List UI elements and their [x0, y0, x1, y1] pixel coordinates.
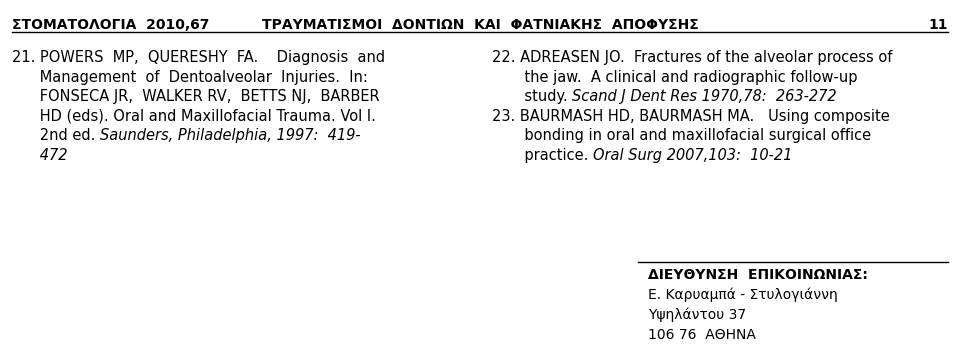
- Text: 472: 472: [12, 147, 67, 162]
- Text: FONSECA JR,  WALKER RV,  BETTS NJ,  BARBER: FONSECA JR, WALKER RV, BETTS NJ, BARBER: [12, 89, 379, 104]
- Text: bonding in oral and maxillofacial surgical office: bonding in oral and maxillofacial surgic…: [492, 128, 871, 143]
- Text: ΣΤΟΜΑΤΟΛΟΓΙΑ  2010,67: ΣΤΟΜΑΤΟΛΟΓΙΑ 2010,67: [12, 18, 209, 32]
- Text: Ε. Καρυαμπά - Στυλογιάννη: Ε. Καρυαμπά - Στυλογιάννη: [648, 288, 838, 303]
- Text: Υψηλάντου 37: Υψηλάντου 37: [648, 308, 746, 322]
- Text: Oral Surg 2007,103:  10-21: Oral Surg 2007,103: 10-21: [593, 147, 792, 162]
- Text: study.: study.: [492, 89, 572, 104]
- Text: 106 76  ΑΘΗΝΑ: 106 76 ΑΘΗΝΑ: [648, 328, 756, 342]
- Text: 21. POWERS  MP,  QUERESHY  FA.    Diagnosis  and: 21. POWERS MP, QUERESHY FA. Diagnosis an…: [12, 50, 385, 65]
- Text: 22. ADREASEN JO.  Fractures of the alveolar process of: 22. ADREASEN JO. Fractures of the alveol…: [492, 50, 893, 65]
- Text: practice.: practice.: [492, 147, 593, 162]
- Text: Saunders, Philadelphia, 1997:  419-: Saunders, Philadelphia, 1997: 419-: [100, 128, 361, 143]
- Text: 2nd ed.: 2nd ed.: [12, 128, 100, 143]
- Text: Management  of  Dentoalveolar  Injuries.  In:: Management of Dentoalveolar Injuries. In…: [12, 69, 368, 85]
- Text: 11: 11: [928, 18, 948, 32]
- Text: HD (eds). Oral and Maxillofacial Trauma. Vol I.: HD (eds). Oral and Maxillofacial Trauma.…: [12, 109, 376, 124]
- Text: Scand J Dent Res 1970,78:  263-272: Scand J Dent Res 1970,78: 263-272: [572, 89, 837, 104]
- Text: ΔΙΕΥΘΥΝΣΗ  ΕΠΙΚΟΙΝΩΝΙΑΣ:: ΔΙΕΥΘΥΝΣΗ ΕΠΙΚΟΙΝΩΝΙΑΣ:: [648, 268, 868, 282]
- Text: the jaw.  A clinical and radiographic follow-up: the jaw. A clinical and radiographic fol…: [492, 69, 857, 85]
- Text: ΤΡΑΥΜΑΤΙΣΜΟΙ  ΔΟΝΤΙΩΝ  ΚΑΙ  ΦΑΤΝΙΑΚΗΣ  ΑΠΟΦΥΣΗΣ: ΤΡΑΥΜΑΤΙΣΜΟΙ ΔΟΝΤΙΩΝ ΚΑΙ ΦΑΤΝΙΑΚΗΣ ΑΠΟΦΥ…: [262, 18, 698, 32]
- Text: 23. BAURMASH HD, BAURMASH MA.   Using composite: 23. BAURMASH HD, BAURMASH MA. Using comp…: [492, 109, 890, 124]
